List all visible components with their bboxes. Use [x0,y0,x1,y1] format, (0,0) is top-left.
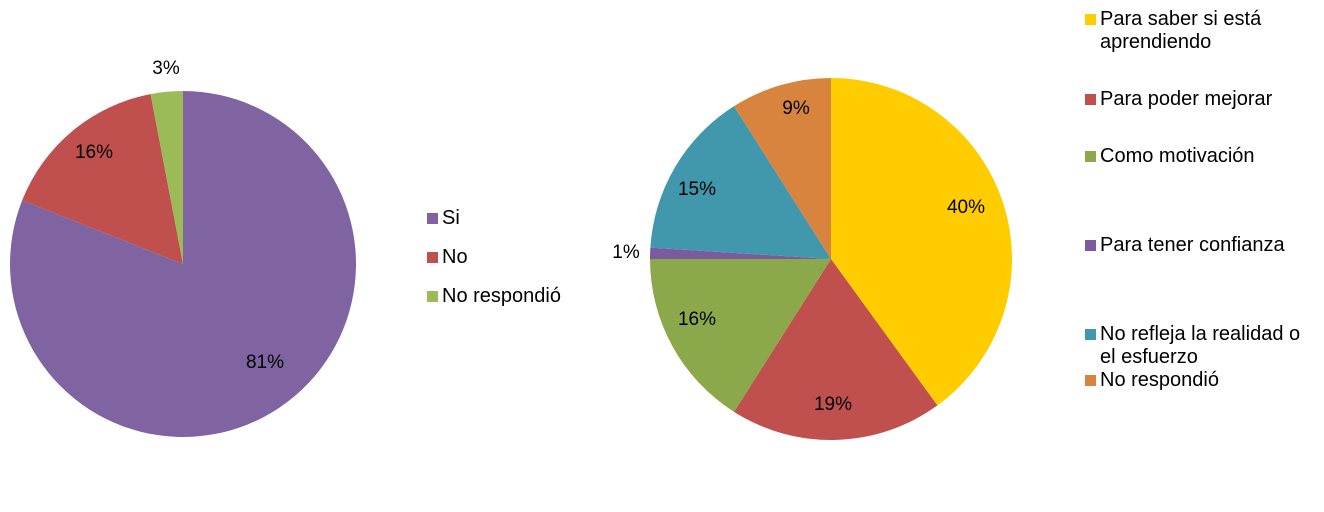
data-label-no-refleja-la-realidad-o-el-esfuerzo: 15% [678,179,716,200]
data-label-para-saber-si-esta-aprendiendo: 40% [947,197,985,218]
legend-swatch [1085,94,1096,105]
pie-chart-1: 81% 16% 3% [9,58,356,437]
legend-item-para-tener-confianza: Para tener confianza [1085,234,1320,257]
data-label-como-motivacion: 16% [678,309,716,330]
legend-swatch [1085,14,1096,25]
legend-item-para-poder-mejorar: Para poder mejorar [1085,88,1320,111]
data-label-si: 81% [246,352,284,373]
data-label-no-respondio: 3% [152,58,180,79]
legend-swatch [1085,240,1096,251]
legend-item-si: Si [427,207,561,230]
data-label-para-poder-mejorar: 19% [814,394,852,415]
legend-label: Para poder mejorar [1100,88,1273,110]
legend-swatch [1085,151,1096,162]
pie-slice-no-respondio [734,78,831,259]
legend-swatch [1085,329,1096,340]
legend-label: No respondió [1100,369,1219,391]
pie-slice-para-poder-mejorar [734,259,938,440]
legend-item-como-motivacion: Como motivación [1085,145,1320,168]
data-label-no: 16% [75,142,113,163]
pie-slice-no-refleja-la-realidad-o-el-esfuerzo [650,106,831,260]
data-label-no-respondio: 9% [782,98,810,119]
legend-label: Para saber si está aprendiendo [1100,8,1262,53]
pie-chart-2: 40% 19% 16% 1% 15% 9% [612,78,1013,440]
legend-label: No [442,246,468,268]
legend-item-no: No [427,246,561,269]
pie-slice-para-tener-confianza [650,247,831,259]
data-label-para-tener-confianza: 1% [612,242,640,263]
legend-label: Como motivación [1100,145,1255,167]
pie-slice-no-respondio [150,91,183,264]
legend-item-para-saber-si-esta-aprendiendo: Para saber si está aprendiendo [1085,8,1320,54]
legend-label: No refleja la realidad o el esfuerzo [1100,323,1301,368]
legend-item-no-respondio: No respondió [1085,369,1320,392]
legend-swatch [1085,375,1096,386]
legend-swatch [427,213,438,224]
legend-swatch [427,252,438,263]
legend-item-no-respondio: No respondió [427,285,561,308]
legend-label: Si [442,207,460,229]
legend-label: Para tener confianza [1100,234,1285,256]
legend-item-no-refleja-la-realidad-o-el-esfuerzo: No refleja la realidad o el esfuerzo [1085,323,1320,369]
legend-1: Si No No respondió [427,207,561,324]
legend-swatch [427,291,438,302]
pie-slice-para-saber-si-esta-aprendiendo [831,78,1013,406]
legend-2: Para saber si está aprendiendo Para poder… [1085,8,1320,392]
pie-slice-no [22,94,184,265]
pie-slice-como-motivacion [650,259,831,412]
legend-label: No respondió [442,285,561,307]
